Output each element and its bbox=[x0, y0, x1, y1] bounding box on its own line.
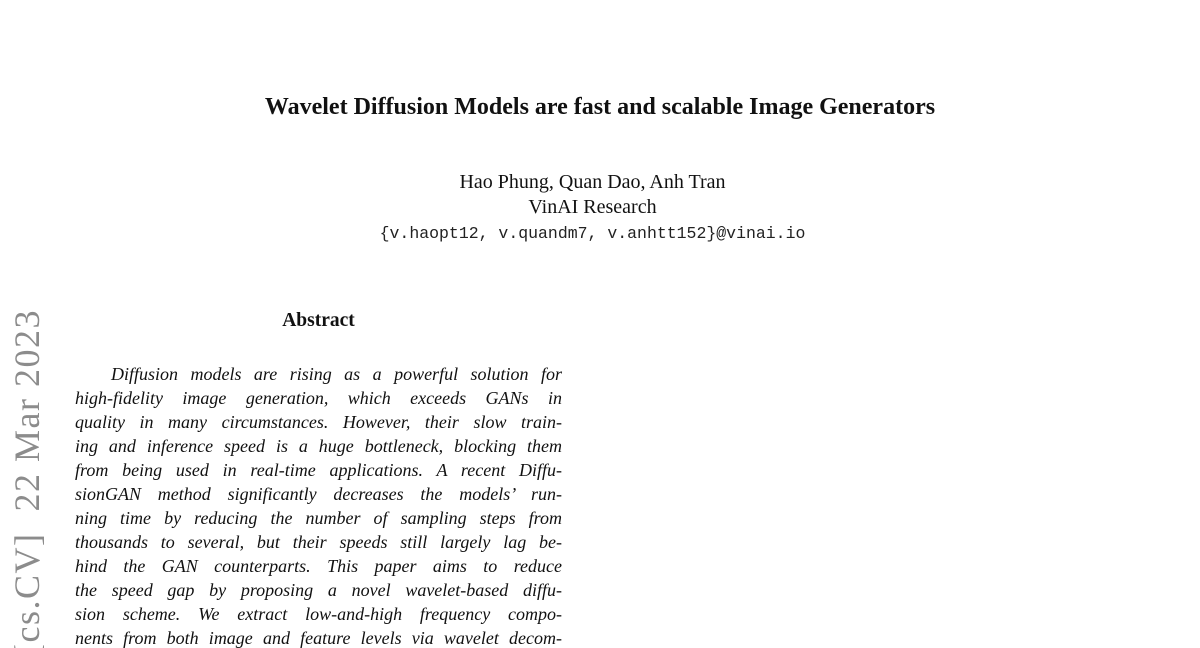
abstract-line: ing and inference speed is a huge bottle… bbox=[75, 436, 562, 456]
abstract-line: from being used in real-time application… bbox=[75, 460, 562, 480]
abstract-line: the speed gap by proposing a novel wavel… bbox=[75, 580, 562, 600]
abstract-line: high-fidelity image generation, which ex… bbox=[75, 388, 562, 408]
abstract-line: hind the GAN counterparts. This paper ai… bbox=[75, 556, 562, 576]
abstract-heading: Abstract bbox=[282, 310, 355, 331]
abstract-line: nents from both image and feature levels… bbox=[75, 628, 562, 648]
abstract-line: quality in many circumstances. However, … bbox=[75, 412, 562, 432]
paper-emails: {v.haopt12, v.quandm7, v.anhtt152}@vinai… bbox=[379, 224, 806, 243]
figure-fid-vs-sampling-time-chart: Sampling time (s) in log scale FID OursD… bbox=[580, 300, 1200, 648]
abstract-line: sion scheme. We extract low-and-high fre… bbox=[75, 604, 562, 624]
arxiv-stamp: [cs.CV] 22 Mar 2023 bbox=[7, 309, 47, 648]
abstract-line: sionGAN method significantly decreases t… bbox=[75, 484, 562, 504]
y-tick-label: 25 bbox=[1191, 634, 1200, 648]
abstract-line: ning time by reducing the number of samp… bbox=[75, 508, 562, 528]
abstract-line: Diffusion models are rising as a powerfu… bbox=[111, 364, 562, 384]
paper-title: Wavelet Diffusion Models are fast and sc… bbox=[264, 94, 936, 120]
abstract-body: Diffusion models are rising as a powerfu… bbox=[75, 362, 562, 648]
paper-authors: Hao Phung, Quan Dao, Anh Tran bbox=[459, 171, 726, 193]
paper-affiliation: VinAI Research bbox=[528, 196, 657, 218]
abstract-line: thousands to several, but their speeds s… bbox=[75, 532, 562, 552]
